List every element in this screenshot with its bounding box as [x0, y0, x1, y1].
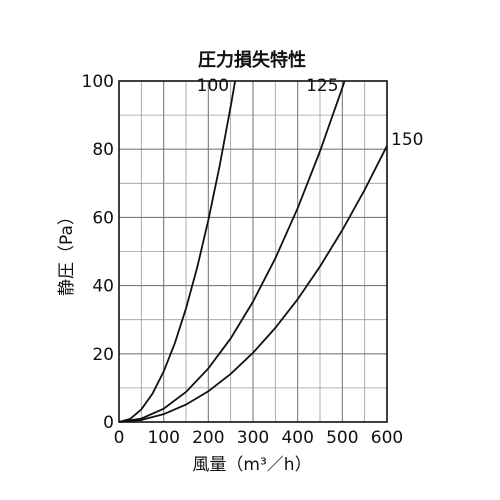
curve-label-150: 150	[391, 130, 423, 150]
y-tick-label: 60	[92, 208, 114, 228]
x-tick-label: 400	[281, 428, 313, 448]
y-axis-ticks: 0 20 40 60 80 100	[82, 72, 114, 433]
x-tick-label: 300	[237, 428, 269, 448]
curve-150	[118, 145, 388, 423]
curve-125	[118, 80, 346, 423]
y-tick-label: 0	[103, 413, 114, 433]
x-tick-label: 0	[114, 428, 125, 448]
plot-frame	[118, 80, 388, 423]
curve-label-100: 100	[197, 76, 229, 96]
x-tick-label: 200	[192, 428, 224, 448]
x-tick-label: 100	[147, 428, 179, 448]
x-axis-label: 風量（m³／h）	[192, 455, 311, 475]
curves-group	[118, 80, 388, 423]
y-tick-label: 40	[92, 277, 114, 297]
x-tick-label: 500	[326, 428, 358, 448]
plot-grid	[119, 81, 387, 422]
y-tick-label: 20	[92, 345, 114, 365]
x-tick-label: 600	[371, 428, 403, 448]
curve-label-125: 125	[306, 76, 338, 96]
curve-labels-group: 100 125 150	[197, 76, 424, 150]
y-axis-label: 静圧（Pa）	[57, 208, 77, 296]
y-tick-label: 80	[92, 140, 114, 160]
y-tick-label: 100	[82, 72, 114, 92]
chart-title: 圧力損失特性	[198, 49, 306, 71]
x-axis-ticks: 0 100 200 300 400 500 600	[114, 428, 404, 448]
curve-100	[118, 80, 237, 423]
